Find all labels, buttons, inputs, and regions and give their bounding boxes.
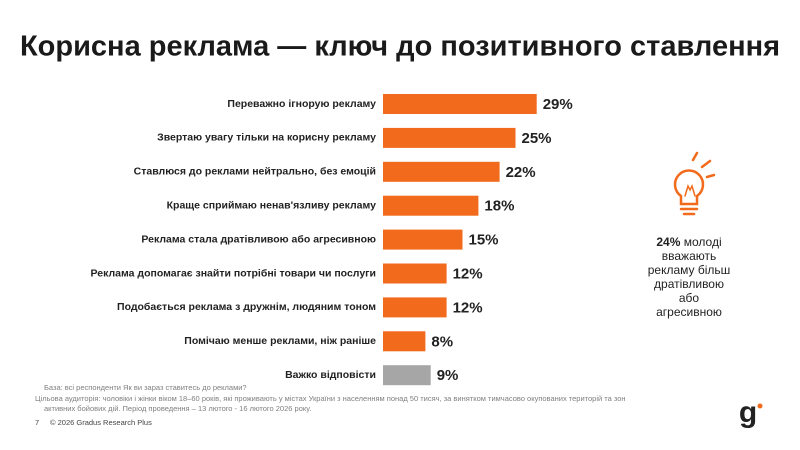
footer-base: База: всі респонденти Як ви зараз ставит…: [44, 383, 247, 392]
bulb-icon: [673, 151, 716, 216]
value-label: 22%: [506, 164, 536, 181]
annotation-line: рекламу більш: [648, 263, 731, 277]
category-label: Краще сприймаю ненав'язливу рекламу: [167, 199, 377, 211]
logo-dot: [757, 403, 763, 409]
value-label: 18%: [484, 198, 514, 215]
value-label: 12%: [453, 265, 483, 282]
bar: [383, 127, 516, 148]
bar: [383, 161, 500, 182]
bar: [383, 94, 537, 114]
value-label: 12%: [453, 299, 483, 316]
category-label: Подобається реклама з дружнім, людяним т…: [117, 301, 376, 313]
footer-audience: активних бойових дій. Період проведення …: [44, 404, 311, 413]
copyright: © 2026 Gradus Research Plus: [50, 418, 152, 427]
annotation-highlight: 24%: [656, 235, 680, 249]
chart-title: Корисна реклама — ключ до позитивного ст…: [20, 31, 780, 63]
value-label: 15%: [469, 232, 499, 249]
annotation-text: молоді: [680, 235, 721, 249]
bar: [383, 229, 463, 250]
bar: [383, 365, 431, 386]
bar: [383, 331, 426, 352]
bar: [383, 195, 479, 216]
footer-audience: Цільова аудиторія: чоловіки і жінки віко…: [35, 394, 626, 403]
value-label: 9%: [437, 367, 459, 384]
category-label: Звертаю увагу тільки на корисну рекламу: [157, 132, 376, 144]
category-label: Реклама допомагає знайти потрібні товари…: [91, 267, 376, 279]
annotation-line: агресивною: [656, 305, 722, 319]
bar: [383, 263, 447, 284]
annotation-first-line: 24% молоді: [656, 235, 721, 249]
page-number: 7: [35, 418, 39, 427]
category-label: Помічаю менше реклами, ніж раніше: [184, 335, 376, 347]
logo: g: [739, 396, 757, 429]
value-label: 25%: [522, 130, 552, 147]
category-label: Реклама стала дратівливою або агресивною: [141, 233, 376, 245]
category-label: Важко відповісти: [285, 369, 376, 381]
category-label: Ставлюся до реклами нейтрально, без емоц…: [134, 166, 376, 178]
bar: [383, 297, 447, 318]
value-label: 29%: [543, 96, 573, 113]
category-label: Переважно ігнорую рекламу: [227, 98, 376, 110]
annotation-line: вважають: [662, 249, 716, 263]
value-label: 8%: [431, 333, 453, 350]
annotation-line: дратівливою: [654, 277, 724, 291]
annotation-line: або: [679, 291, 700, 305]
